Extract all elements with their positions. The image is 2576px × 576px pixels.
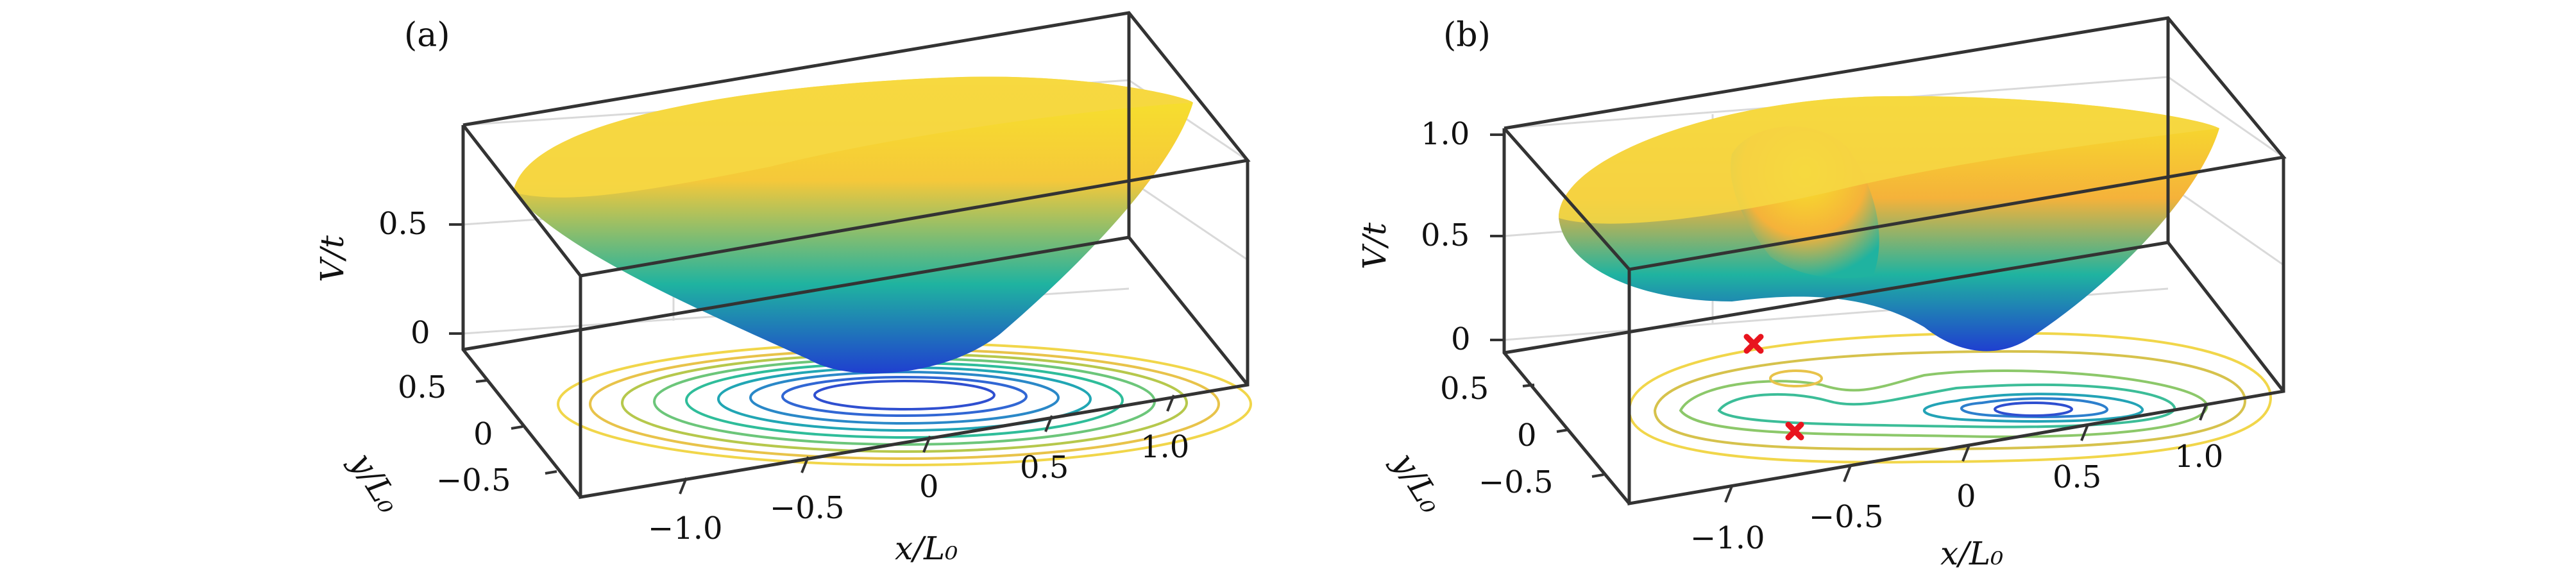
panel-a-box <box>461 11 1251 499</box>
panel-a-xlabel: x/L₀ <box>895 530 958 567</box>
panel-a-xtick-3: 0.5 <box>1020 450 1069 486</box>
panel-b-ticks <box>1490 133 2208 503</box>
panel-a-xtick-1: −0.5 <box>770 490 845 526</box>
panel-b-box <box>1502 16 2287 505</box>
panel-b-ytick-1: 0 <box>1517 418 1537 453</box>
panel-b-ztick-0: 1.0 <box>1421 116 1470 152</box>
panel-b-xtick-0: −1.0 <box>1690 520 1765 556</box>
panel-a-ylabel: y/L₀ <box>343 445 408 520</box>
panel-b-xtick-4: 1.0 <box>2174 439 2223 475</box>
panel-a-label: (a) <box>404 16 450 55</box>
panel-b-zlabel: V/t <box>1356 222 1393 269</box>
panel-b-ztick-2: 0 <box>1451 321 1471 357</box>
panel-a: (a) 0.5 0 V/t 0.5 0 −0.5 y/L₀ −1.0 −0.5 … <box>314 11 1252 567</box>
panel-b-minima-markers <box>1743 334 1804 441</box>
panel-a-ytick-1: 0 <box>473 416 493 452</box>
panel-b-ylabel: y/L₀ <box>1385 445 1450 520</box>
panel-a-contours <box>557 342 1252 466</box>
panel-a-rim <box>513 76 1193 198</box>
panel-a-xtick-4: 1.0 <box>1140 429 1189 465</box>
minimum-marker-2 <box>1785 421 1804 441</box>
panel-a-ytick-0: 0.5 <box>398 369 446 405</box>
panel-a-ztick-1: 0 <box>411 315 430 351</box>
panel-b-rim <box>1559 96 2219 224</box>
panel-b-contours <box>1627 332 2273 464</box>
panel-b-xlabel: x/L₀ <box>1940 535 2003 572</box>
panel-b-xtick-1: −0.5 <box>1809 499 1884 535</box>
panel-a-xtick-0: −1.0 <box>648 511 723 546</box>
panel-b: (b) 1.0 0.5 0 V/t 0.5 0 −0.5 y/L₀ −1.0 −… <box>1356 16 2287 572</box>
panel-a-zlabel: V/t <box>314 235 351 282</box>
minimum-marker-1 <box>1743 334 1764 354</box>
panel-a-ztick-0: 0.5 <box>378 206 427 242</box>
panel-a-xtick-2: 0 <box>919 469 939 505</box>
panel-a-ticks <box>449 223 1175 495</box>
panel-b-ytick-0: 0.5 <box>1440 371 1489 407</box>
panel-b-label: (b) <box>1443 16 1491 55</box>
panel-b-ztick-1: 0.5 <box>1421 217 1470 253</box>
panel-b-xtick-3: 0.5 <box>2053 459 2101 495</box>
panel-a-ytick-2: −0.5 <box>436 462 511 498</box>
panel-b-ytick-2: −0.5 <box>1479 464 1554 500</box>
panel-b-xtick-2: 0 <box>1956 479 1976 514</box>
